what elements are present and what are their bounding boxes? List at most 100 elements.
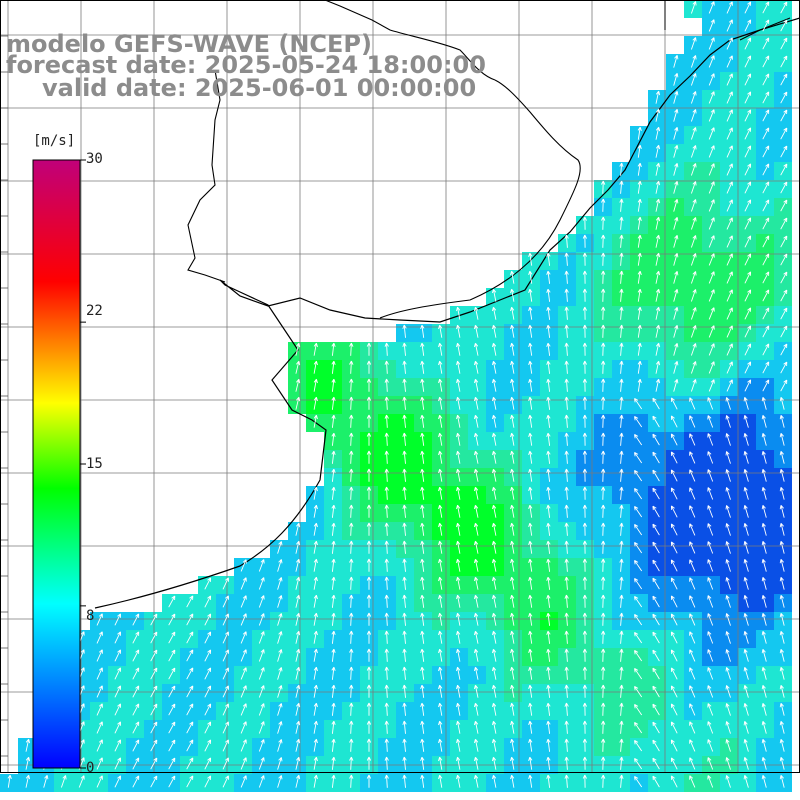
wind-arrow	[689, 613, 696, 626]
wind-arrow	[690, 217, 697, 230]
wind-arrow	[582, 702, 588, 716]
wind-arrow	[491, 594, 497, 608]
wind-arrow	[637, 306, 642, 320]
wind-arrow	[331, 522, 336, 536]
wind-arrow	[689, 595, 696, 608]
wind-arrow	[690, 163, 697, 176]
wind-arrow	[384, 576, 389, 590]
wind-arrow	[708, 109, 715, 122]
wind-arrow	[295, 720, 301, 734]
wind-arrow	[510, 450, 515, 464]
wind-arrow	[744, 253, 752, 266]
wind-arrow	[707, 397, 714, 410]
wind-arrow	[402, 702, 407, 716]
wind-arrow	[761, 649, 767, 662]
wind-arrow	[240, 757, 247, 770]
wind-arrow	[582, 738, 588, 752]
wind-arrow	[546, 630, 551, 644]
wind-arrow	[779, 703, 785, 716]
wind-arrow	[761, 721, 767, 734]
wind-arrow	[384, 666, 389, 680]
wind-arrow	[743, 594, 749, 608]
wind-arrow	[240, 721, 247, 734]
wind-arrow	[582, 342, 588, 356]
wind-arrow	[366, 630, 372, 644]
wind-arrow	[132, 685, 140, 698]
wind-arrow	[673, 252, 679, 266]
wind-arrow	[582, 504, 588, 518]
wind-arrow	[438, 684, 443, 698]
wind-arrow	[331, 504, 336, 518]
wind-arrow	[673, 216, 679, 230]
wind-arrow	[366, 522, 372, 536]
wind-arrow	[491, 414, 497, 428]
wind-arrow	[150, 613, 158, 626]
wind-arrow	[349, 540, 354, 554]
wind-arrow	[491, 576, 497, 590]
wind-arrow	[420, 540, 425, 554]
wind-arrow	[528, 576, 533, 590]
wind-arrow	[473, 666, 479, 680]
wind-arrow	[491, 666, 497, 680]
colorbar-gradient	[32, 159, 81, 769]
wind-arrow	[510, 738, 515, 752]
wind-arrow	[150, 757, 158, 770]
wind-arrow	[384, 558, 389, 572]
wind-arrow	[652, 739, 660, 752]
wind-arrow	[349, 738, 354, 752]
wind-arrow	[402, 342, 407, 356]
wind-arrow	[779, 613, 785, 626]
wind-arrow	[780, 163, 788, 176]
wind-arrow	[473, 558, 479, 572]
wind-arrow	[725, 541, 731, 554]
wind-arrow	[564, 756, 569, 770]
wind-arrow	[240, 739, 247, 752]
wind-arrow	[725, 703, 731, 716]
wind-arrow	[670, 739, 678, 752]
wind-arrow	[132, 667, 140, 680]
wind-arrow	[258, 649, 265, 662]
wind-arrow	[582, 432, 588, 446]
wind-arrow	[779, 577, 785, 590]
wind-arrow	[743, 450, 749, 464]
wind-arrow	[689, 523, 696, 536]
wind-arrow	[779, 739, 785, 752]
wind-arrow	[168, 739, 176, 752]
wind-arrow	[652, 397, 660, 410]
wind-arrow	[313, 774, 318, 788]
wind-arrow	[637, 378, 642, 392]
wind-arrow	[546, 486, 551, 500]
wind-arrow	[150, 649, 158, 662]
wind-arrow	[564, 450, 569, 464]
wind-arrow	[313, 738, 318, 752]
wind-arrow	[7, 774, 12, 788]
wind-arrow	[473, 360, 479, 374]
wind-arrow	[331, 648, 336, 662]
wind-arrow	[384, 756, 389, 770]
wind-arrow	[132, 649, 140, 662]
wind-arrow	[331, 576, 336, 590]
colorbar-tick-label-8: 8	[86, 608, 95, 624]
wind-arrow	[546, 702, 551, 716]
wind-arrow	[708, 91, 715, 104]
wind-arrow	[708, 181, 715, 194]
wind-arrow	[779, 757, 785, 770]
wind-arrow	[438, 738, 443, 752]
wind-arrow	[762, 199, 770, 212]
wind-arrow	[601, 720, 606, 734]
wind-arrow	[150, 775, 158, 788]
wind-arrow	[708, 19, 715, 32]
wind-arrow	[366, 432, 372, 446]
wind-arrow	[743, 684, 749, 698]
wind-arrow	[761, 523, 767, 536]
wind-arrow	[743, 648, 749, 662]
wind-arrow	[150, 739, 158, 752]
wind-arrow	[204, 631, 212, 644]
wind-arrow	[673, 90, 679, 104]
wind-arrow	[204, 613, 212, 626]
wind-arrow	[473, 756, 479, 770]
wind-arrow	[708, 253, 715, 266]
wind-arrow	[510, 360, 515, 374]
wind-arrow	[473, 774, 479, 788]
wind-arrow	[222, 757, 229, 770]
